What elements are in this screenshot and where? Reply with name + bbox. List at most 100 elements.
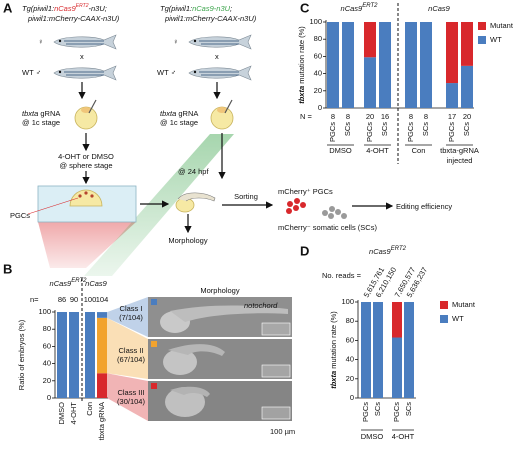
n-value: 16 [381,112,389,121]
group-label: Con [412,146,426,155]
text: ERT2 [362,3,378,9]
x-tick-label: SCs [421,122,430,136]
bar-segment [327,22,339,108]
group-sublabel: injected [447,156,473,165]
morphology-step: Morphology [168,236,207,245]
y-tick-label: 60 [314,51,322,60]
n-label: n= [30,295,39,304]
legend-swatch [440,315,448,323]
text: nCas9 [428,4,451,13]
x-tick-label: Con [85,402,94,416]
pgcs-label: PGCs [10,211,30,220]
legend-swatch [151,341,157,347]
bar-segment [461,65,473,108]
x-tick-label: PGCs [392,402,401,422]
x-tick-label: SCs [380,122,389,136]
male: WT ♂ [157,68,176,77]
legend-swatch [151,383,157,389]
notochord: notochord [244,301,278,310]
panel-label: A [3,0,13,15]
legend-label: WT [490,35,502,44]
text: gRNA [178,109,198,118]
bar-segment [97,312,107,318]
y-tick-label: 100 [38,307,51,316]
fan [107,297,148,337]
y-tick-label: 20 [314,86,322,95]
reads-label: No. reads = [322,271,362,280]
n-value: 8 [424,112,428,121]
group-label: DMSO [361,432,384,441]
n-value: 104 [96,295,109,304]
class-label: Class I [120,304,143,313]
n-value: 86 [58,295,66,304]
transgene-title: piwil1:mCherry-CAAX-n3U) [164,14,257,23]
somatic-cells [322,206,347,219]
x-tick-label: PGCs [365,122,374,142]
text: tbxta [329,371,338,389]
x-tick-label: SCs [462,122,471,136]
bar-segment [446,83,458,108]
needle [88,99,97,114]
y-tick-label: 80 [346,316,354,325]
fish [188,34,252,50]
needle [224,99,233,114]
text: nCas9 [341,4,364,13]
text: gRNA [40,109,60,118]
n-value: 20 [463,112,471,121]
injection: tbxta gRNA [160,109,198,118]
pgc [84,191,88,195]
n-value: 100 [84,295,97,304]
y-tick-label: 100 [341,297,354,306]
y-tick-label: 0 [350,393,354,402]
x-tick-label: PGCs [361,402,370,422]
y-axis-label: tbxta mutation rate (%) [329,311,338,389]
panel-label: B [3,261,12,276]
text: Tg(piwil1: [22,4,54,13]
bar-segment [392,302,402,338]
micrographs [148,297,292,421]
embryo [74,106,98,130]
bar-segment [405,22,417,108]
n-value: 8 [409,112,413,121]
n-value: 8 [331,112,335,121]
pgc [78,194,82,198]
group-header: nCas9ERT2 [341,3,379,13]
x-tick-label: DMSO [57,402,66,425]
panel-label: C [300,0,310,15]
fan [107,317,148,379]
n-value: 20 [366,112,374,121]
y-tick-label: 100 [309,17,322,26]
x-tick-label: PGCs [447,122,456,142]
class-count: (7/104) [119,313,143,322]
text: nCas9 [369,247,392,256]
bar-segment [461,22,473,66]
text: nCas9 [85,279,108,288]
y-tick-label: 40 [314,69,322,78]
legend-swatch [478,22,486,30]
n-value: 90 [70,295,78,304]
group-header: nCas9 [85,279,108,288]
bar-segment [379,22,391,108]
group-label: 4-OHT [392,432,415,441]
text: ERT2 [76,3,89,9]
text: Tg(piwil1: [160,4,192,13]
x-tick-label: PGCs [328,122,337,142]
y-tick-label: 0 [47,393,51,402]
class-label: Class III [117,388,144,397]
x-tick-label: 4-OHT [69,402,78,425]
treatment: 4-OHT or DMSO [58,152,114,161]
bar-segment [97,373,107,398]
female: ♀ [38,37,44,46]
legend-label: WT [452,314,464,323]
embryo [69,189,103,207]
sc-sort: mCherry⁻ somatic cells (SCs) [278,223,377,232]
injection-stage: @ 1c stage [160,118,198,127]
larva [177,192,216,202]
fish [53,65,117,81]
pgc-sort: mCherry⁺ PGCs [278,187,333,196]
text: nCas9 [50,279,73,288]
injection: tbxta gRNA [22,109,60,118]
text: tbxta [160,109,176,118]
class-count: (30/104) [117,397,145,406]
